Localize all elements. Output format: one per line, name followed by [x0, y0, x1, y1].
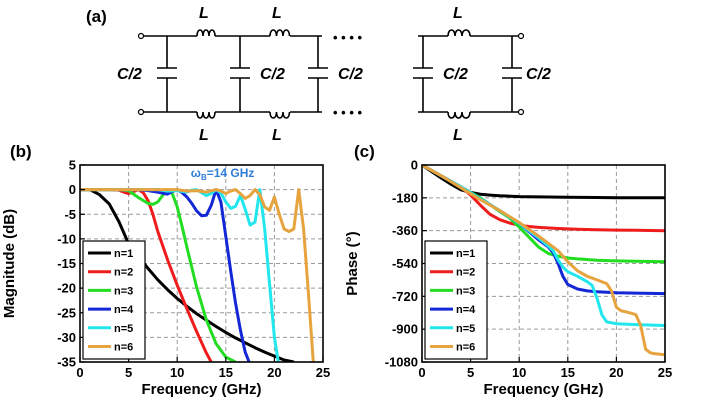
- legend-box: [424, 240, 488, 360]
- y-tick-label: -5: [64, 207, 76, 222]
- x-tick-label: 10: [512, 365, 526, 380]
- y-tick-label: -180: [392, 190, 418, 205]
- x-tick-label: 0: [418, 365, 425, 380]
- panel-a-label: (a): [86, 7, 107, 26]
- legend-label: n=2: [114, 267, 133, 279]
- x-tick-label: 15: [561, 365, 575, 380]
- x-axis-title: Frequency (GHz): [141, 381, 261, 398]
- terminal: [137, 32, 145, 40]
- x-tick-label: 25: [316, 365, 330, 380]
- series-lines: [80, 188, 315, 362]
- series-line-n=6: [80, 188, 315, 362]
- legend-label: n=1: [456, 248, 475, 260]
- phase-chart: 0 5 10 15 20 25 0 -180 -360 -540 -720 -900 -1080 Freq…: [344, 158, 672, 399]
- inductor-label: L: [272, 5, 282, 22]
- x-tick-label: 0: [76, 365, 83, 380]
- y-tick-label: -900: [392, 322, 418, 337]
- legend-label: n=5: [114, 323, 133, 335]
- legend-label: n=6: [456, 342, 475, 354]
- capacitor-label: C/2: [260, 66, 285, 83]
- legend: n=1 n=2 n=3 n=4 n=5 n=6: [82, 240, 146, 360]
- x-tick-label: 20: [267, 365, 281, 380]
- circuit-diagram: (a): [86, 5, 551, 144]
- inductor-coil: [269, 29, 291, 37]
- capacitor-label: C/2: [117, 66, 142, 83]
- y-tick-label: -720: [392, 289, 418, 304]
- terminal: [517, 108, 525, 116]
- y-tick-label: 0: [69, 182, 76, 197]
- x-tick-label: 5: [467, 365, 474, 380]
- y-tick-label: -540: [392, 256, 418, 271]
- inductor-label: L: [453, 127, 463, 144]
- x-tick-label: 15: [219, 365, 233, 380]
- ellipsis-top: • • • •: [333, 30, 362, 45]
- legend: n=1 n=2 n=3 n=4 n=5 n=6: [424, 240, 488, 360]
- x-axis-title: Frequency (GHz): [483, 381, 603, 398]
- inductors: [196, 29, 471, 119]
- y-tick-label: -20: [57, 281, 76, 296]
- capacitor-label: C/2: [526, 66, 551, 83]
- legend-box: [82, 240, 146, 360]
- y-tick-label: -30: [57, 330, 76, 345]
- legend-label: n=2: [456, 267, 475, 279]
- y-axis-title: Phase (°): [344, 231, 361, 295]
- inductor-coil: [447, 29, 471, 37]
- legend-label: n=3: [114, 285, 133, 297]
- inductor-coil: [447, 111, 471, 119]
- legend-label: n=3: [456, 285, 475, 297]
- legend-label: n=4: [456, 304, 476, 316]
- x-tick-label: 20: [609, 365, 623, 380]
- terminal: [137, 108, 145, 116]
- terminals: [137, 32, 525, 116]
- y-axis-title: Magnitude (dB): [1, 209, 18, 318]
- annotation-omega-b: ωB=14 GHz: [191, 166, 255, 182]
- y-tick-label: -360: [392, 223, 418, 238]
- series-lines: [422, 165, 665, 357]
- y-tick-label: -10: [57, 231, 76, 246]
- panel-c-label: (c): [354, 142, 375, 161]
- magnitude-chart: 0 5 10 15 20 25 5 0 -5 -10 -15 -20 -25 -30 -35 Frequenc…: [1, 158, 330, 399]
- capacitor-label: C/2: [338, 66, 363, 83]
- series-line-n=4: [80, 188, 251, 362]
- legend-label: n=5: [456, 323, 475, 335]
- circuit-wires: [143, 35, 522, 113]
- x-tick-label: 10: [170, 365, 184, 380]
- inductor-label: L: [199, 127, 209, 144]
- ellipsis-bottom: • • • •: [333, 105, 362, 120]
- y-tick-label: -35: [57, 355, 76, 370]
- y-tick-label: 5: [69, 158, 76, 173]
- terminal: [517, 32, 525, 40]
- panel-b-label: (b): [10, 142, 32, 161]
- y-tick-label: -25: [57, 305, 76, 320]
- x-tick-label: 5: [125, 365, 132, 380]
- inductor-label: L: [272, 127, 282, 144]
- inductor-coil: [196, 29, 216, 37]
- series-line-n=6: [422, 165, 665, 357]
- legend-label: n=1: [114, 248, 133, 260]
- x-tick-label: 25: [658, 365, 672, 380]
- y-tick-label: -15: [57, 256, 76, 271]
- inductor-label: L: [199, 5, 209, 22]
- legend-label: n=4: [114, 304, 134, 316]
- series-line-n=1: [422, 165, 665, 200]
- capacitor-label: C/2: [443, 66, 468, 83]
- y-tick-label: -1080: [385, 355, 418, 370]
- y-tick-label: 0: [411, 158, 418, 173]
- inductor-coil: [196, 111, 216, 119]
- inductor-coil: [269, 111, 291, 119]
- inductor-label: L: [453, 5, 463, 22]
- legend-label: n=6: [114, 342, 133, 354]
